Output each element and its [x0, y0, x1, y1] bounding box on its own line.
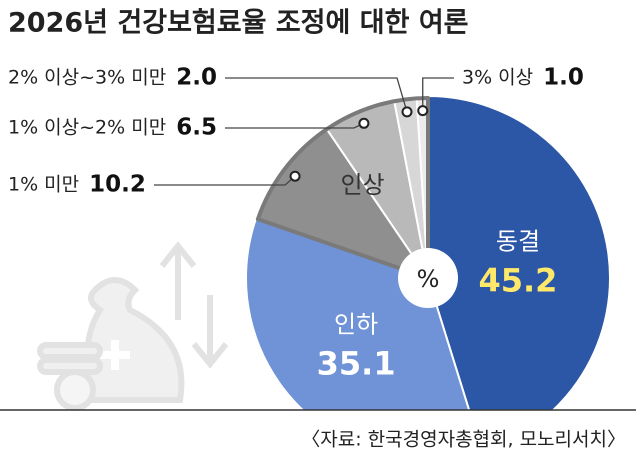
leader-dot: [289, 170, 301, 182]
center-label: %: [417, 265, 440, 293]
center-hole: [398, 248, 458, 308]
slice-value: 45.2: [478, 261, 557, 299]
money-icon: [37, 241, 229, 411]
callout-label: 1% 이상~2% 미만: [8, 117, 166, 139]
leader-line: [224, 77, 408, 113]
callout-value: 2.0: [176, 65, 217, 91]
leader-dot: [417, 105, 429, 117]
chart-title: 2026년 건강보험료율 조정에 대한 여론: [8, 8, 469, 39]
pie-slice: [427, 94, 611, 410]
slice-label: 인하: [334, 311, 378, 339]
callout-value: 1.0: [543, 65, 584, 91]
pie-slice: [245, 217, 471, 410]
group-label: 인상: [340, 171, 384, 199]
leader-dot: [358, 117, 370, 129]
leader-line: [422, 77, 454, 111]
slice-value: 35.1: [317, 345, 396, 383]
callout-label: 3% 이상: [462, 67, 533, 89]
callout-label: 1% 미만: [8, 174, 79, 196]
callout-label: 2% 이상~3% 미만: [8, 67, 166, 89]
callout-value: 6.5: [176, 115, 217, 141]
group-outline: [255, 96, 430, 280]
leader-dot: [401, 106, 413, 118]
callout-value: 10.2: [89, 172, 146, 198]
slice-label: 동결: [496, 227, 540, 255]
source: 〈자료: 한국경영자총협회, 모노리서치〉: [301, 429, 626, 451]
